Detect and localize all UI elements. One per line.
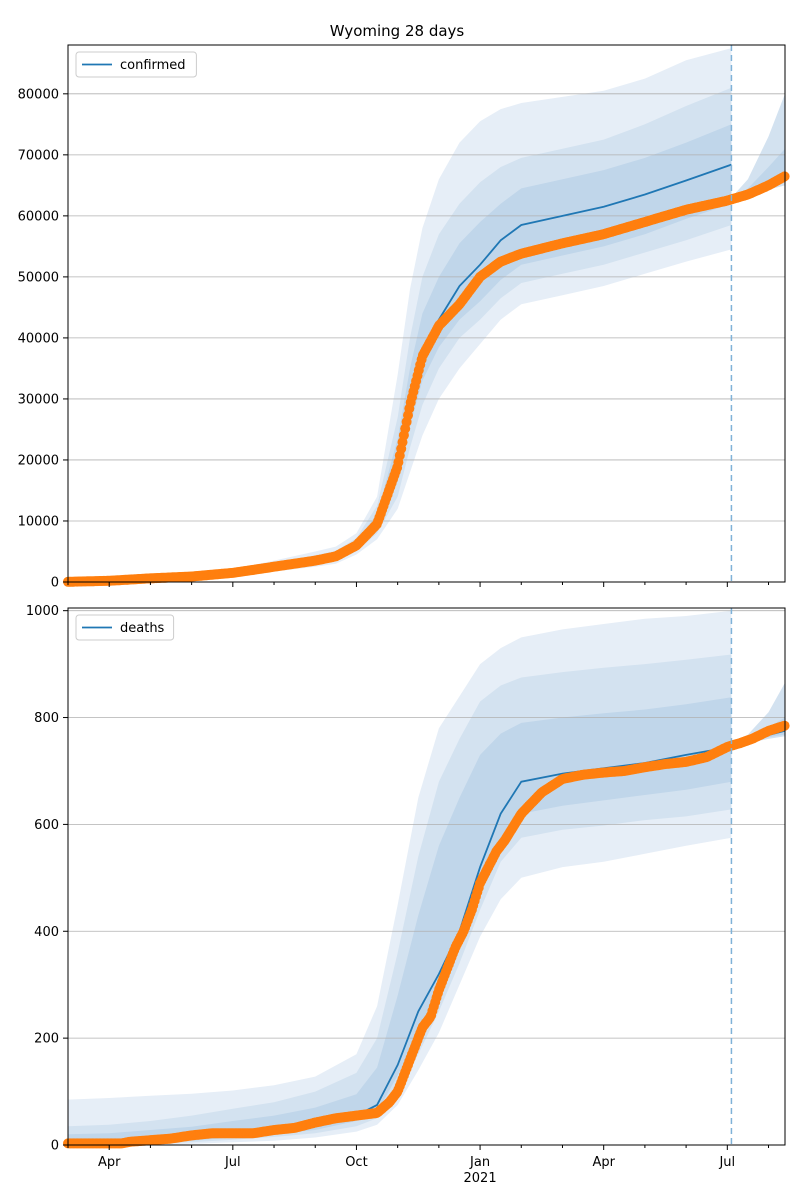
deaths-panel: 0 200 400 600 800 1000 Apr Jul Oct Jan Apr Jul deat… — [26, 604, 790, 1170]
confirmed-axes: 0 10000 20000 30000 40000 50000 60000 70000 8000… — [18, 44, 786, 591]
confirmed-gridlines — [68, 93, 785, 522]
deaths-y-tick-label: 200 — [34, 1032, 59, 1047]
deaths-gridlines — [68, 610, 785, 1039]
deaths-axes: 0 200 400 600 800 1000 Apr Jul Oct Jan Apr Jul — [26, 604, 786, 1170]
confirmed-uncertainty-bands — [68, 48, 732, 582]
confirmed-inner-band — [68, 124, 732, 582]
confirmed-y-tick-label: 0 — [51, 576, 59, 591]
confirmed-y-tick-label: 70000 — [18, 148, 59, 163]
x-year-label: 2021 — [464, 1171, 497, 1186]
deaths-y-tick-label: 800 — [34, 711, 59, 726]
deaths-legend: deaths — [75, 614, 175, 641]
confirmed-y-tick-label: 30000 — [18, 392, 59, 407]
x-tick-label: Oct — [345, 1155, 367, 1170]
deaths-legend-label: deaths — [120, 621, 165, 636]
confirmed-y-tick-label: 10000 — [18, 514, 59, 529]
x-tick-label: Apr — [98, 1155, 121, 1170]
confirmed-y-tick-label: 50000 — [18, 270, 59, 285]
chart-title: Wyoming 28 days — [330, 22, 465, 40]
confirmed-panel: 0 10000 20000 30000 40000 50000 60000 70000 8000… — [18, 44, 790, 591]
deaths-observed-points — [63, 720, 790, 1149]
x-tick-label: Jan — [469, 1155, 490, 1170]
confirmed-plot-frame — [67, 44, 786, 583]
confirmed-y-tick-label: 40000 — [18, 331, 59, 346]
deaths-y-tick-label: 400 — [34, 925, 59, 940]
x-tick-label: Apr — [592, 1155, 615, 1170]
deaths-legend-box — [75, 614, 175, 641]
confirmed-legend: confirmed — [75, 51, 197, 78]
deaths-y-tick-label: 1000 — [26, 604, 59, 619]
deaths-inner-band — [68, 697, 732, 1145]
confirmed-y-tick-label: 60000 — [18, 209, 59, 224]
confirmed-y-tick-label: 80000 — [18, 87, 59, 102]
deaths-plot-frame — [67, 607, 786, 1146]
confirmed-legend-box — [75, 51, 197, 78]
confirmed-outer-band — [68, 48, 732, 582]
deaths-y-tick-label: 600 — [34, 818, 59, 833]
confirmed-y-tick-label: 20000 — [18, 453, 59, 468]
deaths-uncertainty-bands — [68, 610, 732, 1145]
deaths-y-tick-label: 0 — [51, 1139, 59, 1154]
confirmed-legend-label: confirmed — [120, 58, 186, 73]
x-tick-label: Jul — [224, 1155, 241, 1170]
x-tick-label: Jul — [718, 1155, 735, 1170]
confirmed-observed-points — [63, 171, 790, 587]
